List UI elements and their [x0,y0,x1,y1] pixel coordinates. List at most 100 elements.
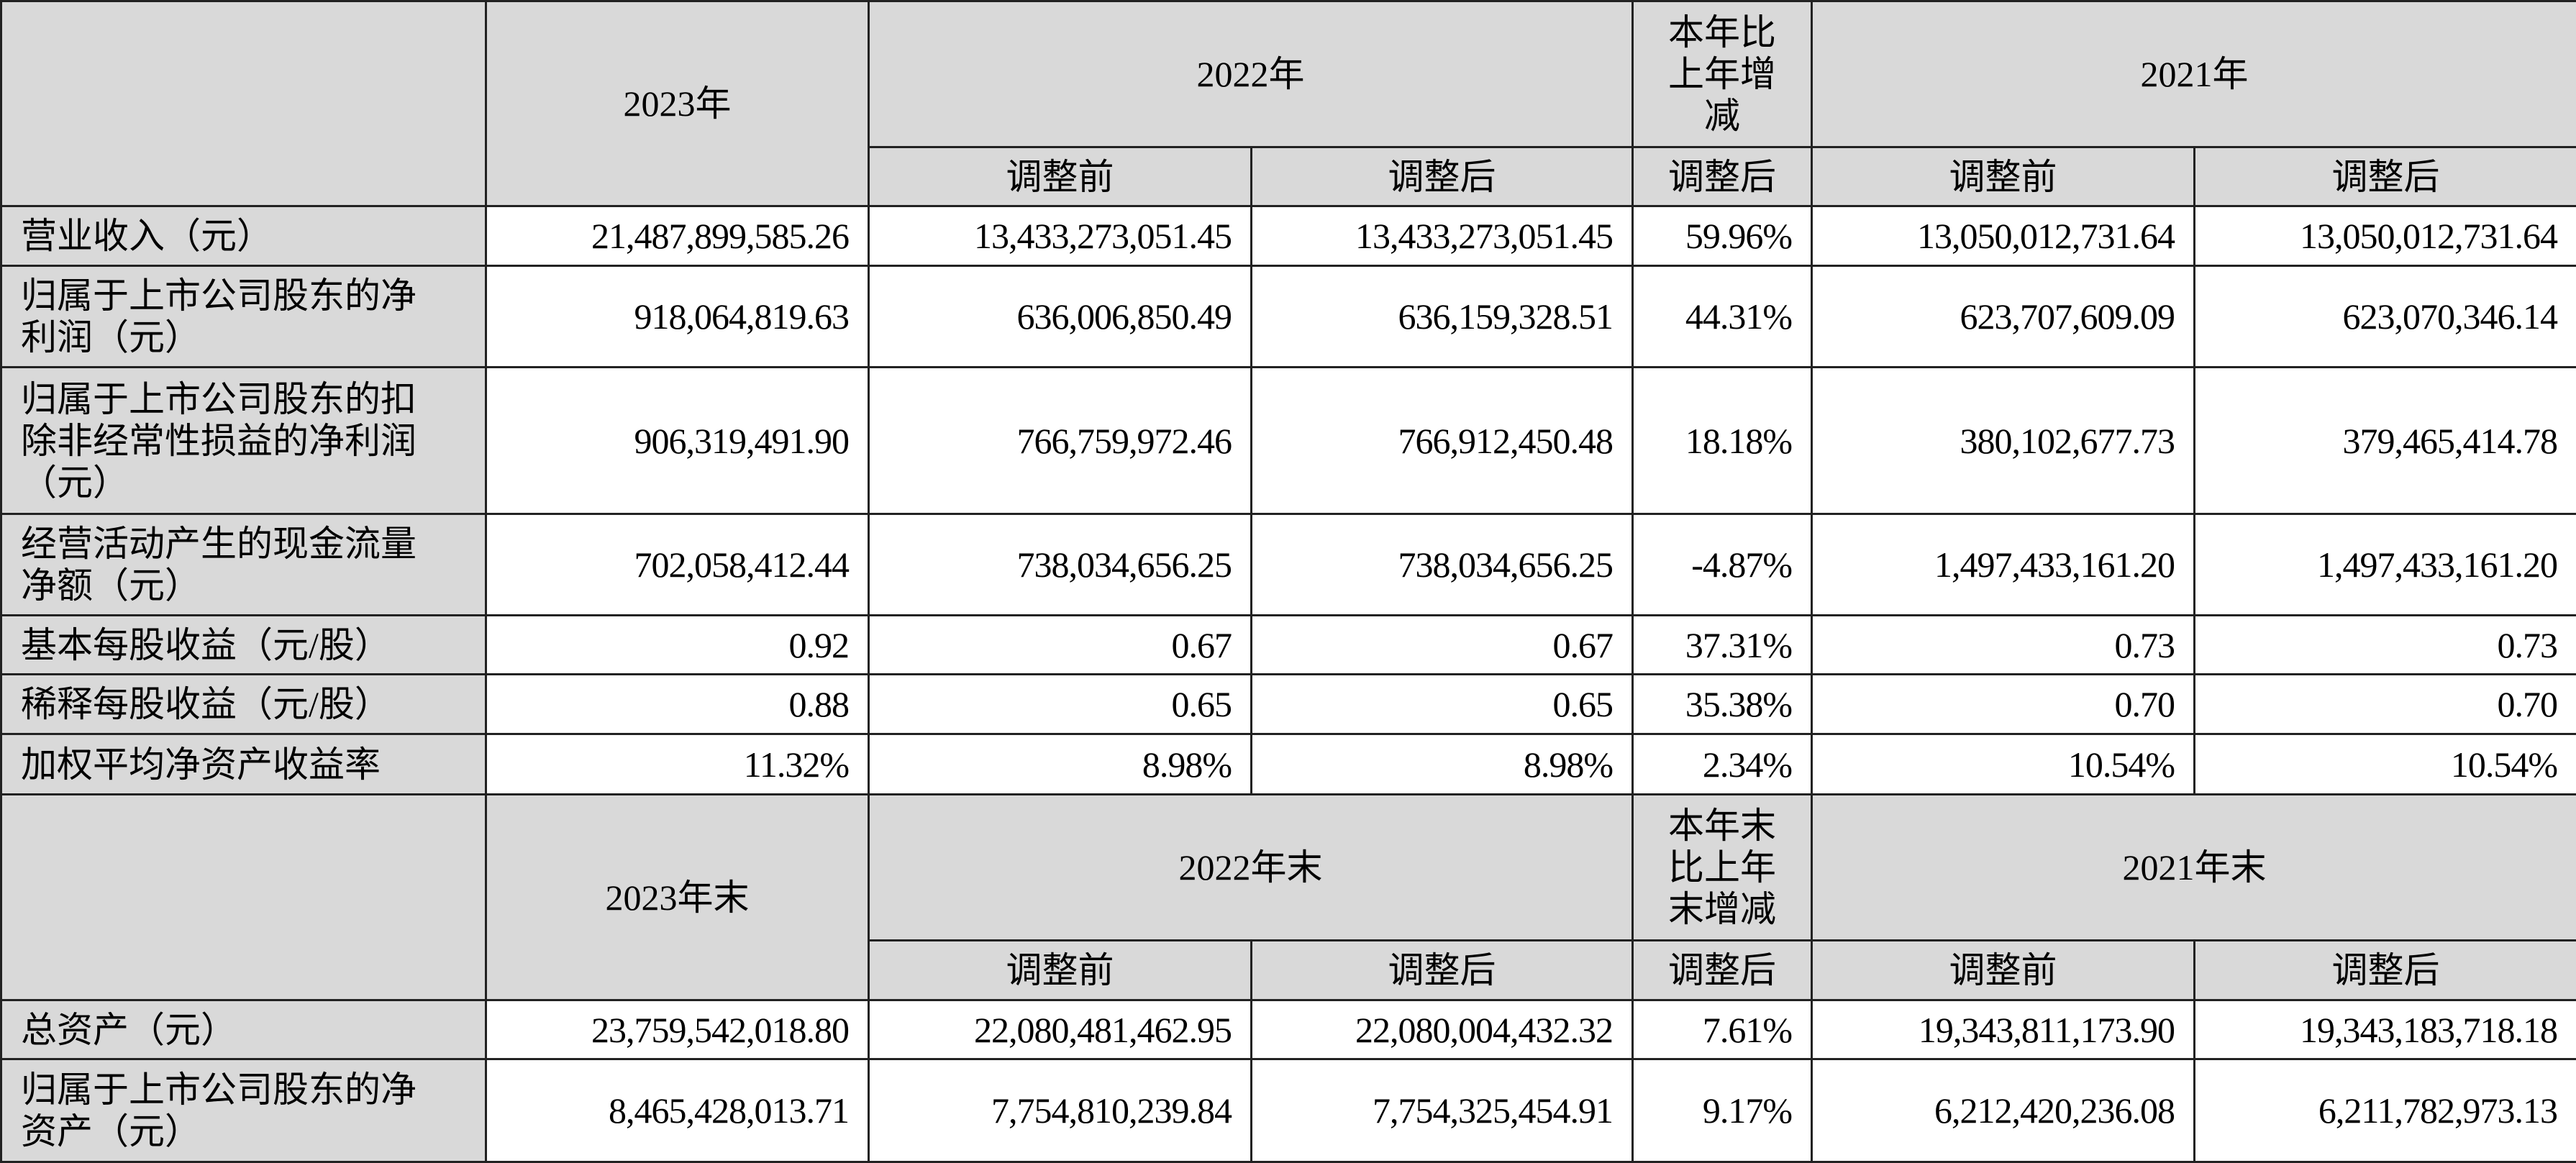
cell-2021-before: 1,497,433,161.20 [1812,514,2195,616]
row-label: 营业收入（元） [1,206,486,266]
cell-2022-before: 0.65 [869,675,1252,734]
row-label: 稀释每股收益（元/股） [1,675,486,734]
header-yoy-line: 减 [1652,95,1792,137]
subheader-2021-before: 调整前 [1812,147,2195,206]
cell-2021-after: 10.54% [2195,734,2576,795]
cell-2022-after: 0.65 [1252,675,1633,734]
header-blank-cell [1,1,486,206]
cell-2023: 0.88 [486,675,869,734]
cell-2023: 23,759,542,018.80 [486,1000,869,1059]
section2-header-row: 2023年末 2022年末 本年末 比上年 末增减 2021年末 [1,795,2576,941]
table-row-net-profit-excl-nonrecurring: 归属于上市公司股东的扣 除非经常性损益的净利润 （元） 906,319,491.… [1,368,2576,514]
row-label-line: 总资产（元） [21,1009,466,1051]
subheader-change-after: 调整后 [1633,147,1812,206]
table-row-net-profit: 归属于上市公司股东的净 利润（元） 918,064,819.63 636,006… [1,266,2576,368]
cell-2022-after: 636,159,328.51 [1252,266,1633,368]
header-yoy-line: 本年末 [1652,805,1792,847]
row-label-line: 加权平均净资产收益率 [21,744,466,785]
cell-2021-after: 13,050,012,731.64 [2195,206,2576,266]
subheader-2021-before: 调整前 [1812,941,2195,1000]
cell-2022-before: 8.98% [869,734,1252,795]
header-yoy-line: 上年增 [1652,53,1792,95]
cell-2021-before: 10.54% [1812,734,2195,795]
cell-2021-after: 19,343,183,718.18 [2195,1000,2576,1059]
row-label-line: 除非经常性损益的净利润 [21,420,466,462]
table-row-net-assets: 归属于上市公司股东的净 资产（元） 8,465,428,013.71 7,754… [1,1059,2576,1162]
row-label-line: 归属于上市公司股东的扣 [21,378,466,420]
row-label: 总资产（元） [1,1000,486,1059]
subheader-2022-after: 调整后 [1252,147,1633,206]
row-label-line: 归属于上市公司股东的净 [21,275,466,316]
cell-2022-after: 738,034,656.25 [1252,514,1633,616]
cell-2023: 906,319,491.90 [486,368,869,514]
cell-2022-after: 13,433,273,051.45 [1252,206,1633,266]
cell-2022-after: 7,754,325,454.91 [1252,1059,1633,1162]
row-label-line: 基本每股收益（元/股） [21,624,466,666]
cell-2022-before: 0.67 [869,616,1252,675]
header-yoy-line: 比上年 [1652,847,1792,888]
row-label-line: 利润（元） [21,316,466,358]
cell-2023: 918,064,819.63 [486,266,869,368]
cell-2023: 8,465,428,013.71 [486,1059,869,1162]
cell-2021-before: 6,212,420,236.08 [1812,1059,2195,1162]
cell-2021-after: 0.73 [2195,616,2576,675]
subheader-2021-after: 调整后 [2195,147,2576,206]
row-label: 加权平均净资产收益率 [1,734,486,795]
row-label: 归属于上市公司股东的净 利润（元） [1,266,486,368]
cell-2021-before: 380,102,677.73 [1812,368,2195,514]
row-label-line: 营业收入（元） [21,215,466,257]
row-label-line: 经营活动产生的现金流量 [21,523,466,565]
cell-2022-after: 8.98% [1252,734,1633,795]
header-yoy-change: 本年比 上年增 减 [1633,1,1812,147]
cell-change: 35.38% [1633,675,1812,734]
row-label: 归属于上市公司股东的扣 除非经常性损益的净利润 （元） [1,368,486,514]
subheader-2022-before: 调整前 [869,147,1252,206]
header-blank-cell [1,795,486,1000]
row-label: 归属于上市公司股东的净 资产（元） [1,1059,486,1162]
cell-2021-after: 623,070,346.14 [2195,266,2576,368]
header-2022-end: 2022年末 [869,795,1633,941]
cell-2021-before: 19,343,811,173.90 [1812,1000,2195,1059]
row-label-line: 净额（元） [21,565,466,606]
header-yoy-change-end: 本年末 比上年 末增减 [1633,795,1812,941]
cell-2022-before: 22,080,481,462.95 [869,1000,1252,1059]
header-2023: 2023年 [486,1,869,206]
row-label-line: 资产（元） [21,1110,466,1152]
cell-2022-after: 0.67 [1252,616,1633,675]
cell-2023: 11.32% [486,734,869,795]
cell-2022-after: 22,080,004,432.32 [1252,1000,1633,1059]
cell-2021-before: 13,050,012,731.64 [1812,206,2195,266]
cell-2023: 0.92 [486,616,869,675]
cell-change: 37.31% [1633,616,1812,675]
header-yoy-line: 本年比 [1652,12,1792,53]
subheader-2021-after: 调整后 [2195,941,2576,1000]
cell-change: 9.17% [1633,1059,1812,1162]
row-label: 经营活动产生的现金流量 净额（元） [1,514,486,616]
cell-2023: 21,487,899,585.26 [486,206,869,266]
cell-2023: 702,058,412.44 [486,514,869,616]
header-2021-end: 2021年末 [1812,795,2576,941]
table-row-diluted-eps: 稀释每股收益（元/股） 0.88 0.65 0.65 35.38% 0.70 0… [1,675,2576,734]
cell-2021-after: 1,497,433,161.20 [2195,514,2576,616]
cell-2022-after: 766,912,450.48 [1252,368,1633,514]
cell-2022-before: 13,433,273,051.45 [869,206,1252,266]
subheader-2022-before: 调整前 [869,941,1252,1000]
cell-2021-after: 6,211,782,973.13 [2195,1059,2576,1162]
header-2022: 2022年 [869,1,1633,147]
row-label: 基本每股收益（元/股） [1,616,486,675]
table-row-weighted-roe: 加权平均净资产收益率 11.32% 8.98% 8.98% 2.34% 10.5… [1,734,2576,795]
cell-2022-before: 738,034,656.25 [869,514,1252,616]
table-row-total-assets: 总资产（元） 23,759,542,018.80 22,080,481,462.… [1,1000,2576,1059]
cell-change: 7.61% [1633,1000,1812,1059]
header-yoy-line: 末增减 [1652,888,1792,930]
header-2021: 2021年 [1812,1,2576,147]
cell-change: 18.18% [1633,368,1812,514]
cell-2021-before: 0.70 [1812,675,2195,734]
table-row-operating-cash-flow: 经营活动产生的现金流量 净额（元） 702,058,412.44 738,034… [1,514,2576,616]
row-label-line: 稀释每股收益（元/股） [21,683,466,725]
cell-2021-after: 379,465,414.78 [2195,368,2576,514]
row-label-line: 归属于上市公司股东的净 [21,1069,466,1110]
cell-change: 2.34% [1633,734,1812,795]
cell-2021-before: 623,707,609.09 [1812,266,2195,368]
